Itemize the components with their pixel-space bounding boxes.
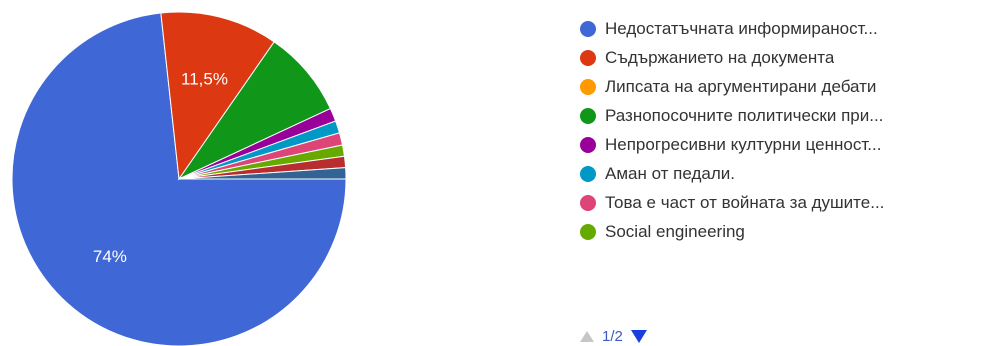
previous-page-icon[interactable] bbox=[580, 331, 594, 342]
legend-label: Липсата на аргументирани дебати bbox=[605, 76, 877, 96]
legend-item[interactable]: Непрогресивни културни ценност... bbox=[580, 130, 980, 159]
legend-dot-icon bbox=[580, 49, 596, 66]
legend-dot-icon bbox=[580, 223, 596, 240]
legend: Недостатъчната информираност... Съдържан… bbox=[580, 14, 980, 246]
pie-slice[interactable] bbox=[160, 11, 275, 181]
legend-label: Съдържанието на документа bbox=[605, 47, 835, 67]
legend-item[interactable]: Social engineering bbox=[580, 217, 980, 246]
legend-label: Недостатъчната информираност... bbox=[605, 18, 878, 38]
legend-item[interactable]: Липсата на аргументирани дебати bbox=[580, 72, 980, 101]
next-page-icon[interactable] bbox=[630, 330, 647, 343]
legend-item[interactable]: Недостатъчната информираност... bbox=[580, 14, 980, 43]
legend-dot-icon bbox=[580, 194, 596, 211]
legend-item[interactable]: Това е част от войната за душите... bbox=[580, 188, 980, 217]
slice-data-label: 11,5% bbox=[181, 70, 228, 89]
legend-label: Social engineering bbox=[605, 221, 745, 241]
legend-dot-icon bbox=[580, 107, 596, 124]
page-indicator: 1/2 bbox=[602, 328, 623, 345]
legend-dot-icon bbox=[580, 165, 596, 182]
legend-label: Разнопосочните политически при... bbox=[605, 105, 884, 125]
pie-slice[interactable] bbox=[178, 167, 347, 180]
pie-chart: 74% 11,5% bbox=[11, 11, 347, 346]
legend-item[interactable]: Аман от педали. bbox=[580, 159, 980, 188]
legend-item[interactable]: Разнопосочните политически при... bbox=[580, 101, 980, 130]
legend-dot-icon bbox=[580, 20, 596, 37]
legend-label: Това е част от войната за душите... bbox=[605, 192, 885, 212]
legend-dot-icon bbox=[580, 136, 596, 153]
legend-label: Аман от педали. bbox=[605, 163, 735, 183]
pie-slice[interactable] bbox=[177, 41, 332, 181]
legend-item[interactable]: Съдържанието на документа bbox=[580, 43, 980, 72]
legend-pager: 1/2 bbox=[580, 328, 647, 345]
slice-data-label: 74% bbox=[93, 247, 127, 266]
legend-label: Непрогресивни културни ценност... bbox=[605, 134, 882, 154]
legend-dot-icon bbox=[580, 78, 596, 95]
